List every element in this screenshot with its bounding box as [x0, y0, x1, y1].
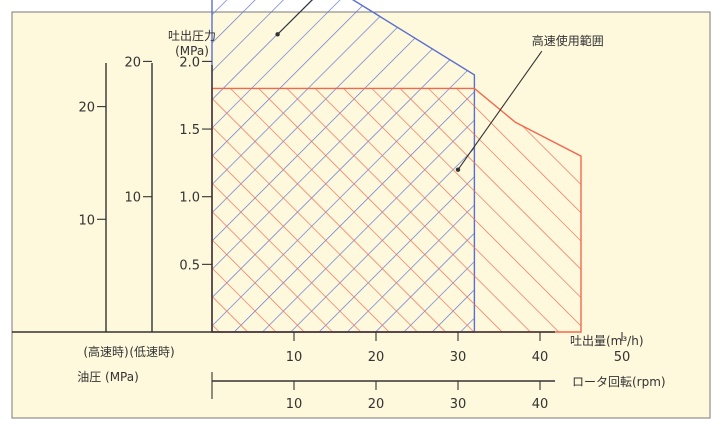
high-speed-oil-pressure-tick-label-30: 30	[78, 0, 95, 3]
pressure-tick-label-2: 2.0	[179, 55, 200, 70]
pressure-tick-label-0.5: 0.5	[179, 258, 200, 273]
low-speed-range-pointer	[277, 0, 313, 35]
low-speed-range-pointer-tip	[275, 32, 280, 37]
flow-tick-label-40: 40	[532, 350, 549, 365]
high-speed-range-label: 高速使用範囲	[532, 33, 604, 48]
rotor-tick-label-10: 10	[286, 397, 303, 412]
low-speed-oil-pressure-axis-label: (低速時)	[129, 345, 174, 359]
oil-pressure-title: 油圧 (MPa)	[77, 370, 139, 384]
flow-tick-label-50: 50	[614, 350, 631, 365]
pressure-tick-label-1.5: 1.5	[179, 123, 200, 138]
pressure-tick-label-1: 1.0	[179, 191, 200, 206]
rotor-tick-label-40: 40	[532, 397, 549, 412]
rotor-tick-label-30: 30	[450, 397, 467, 412]
low-speed-oil-pressure-tick-label-10: 10	[124, 191, 141, 206]
rotor-axis-label: ロータ回転(rpm)	[572, 375, 666, 389]
high-speed-oil-pressure-axis-label: (高速時)	[83, 344, 128, 359]
rotor-tick-label-20: 20	[368, 397, 385, 412]
flow-tick-label-30: 30	[450, 350, 467, 365]
high-speed-range-pointer-tip	[455, 167, 461, 172]
pressure-axis-label: 吐出圧力	[168, 29, 216, 43]
flow-axis-label: 吐出量(m³/h)	[570, 334, 644, 348]
low-speed-oil-pressure-tick-label-20: 20	[124, 55, 141, 70]
flow-tick-label-20: 20	[368, 350, 385, 365]
high-speed-range-pointer	[457, 50, 543, 170]
pressure-tick-label-2.5: 2.5	[179, 0, 200, 3]
high-speed-oil-pressure-tick-label-10: 10	[78, 213, 95, 228]
high-speed-oil-pressure-tick-label-20: 20	[78, 101, 95, 116]
flow-tick-label-10: 10	[286, 350, 303, 365]
pressure-axis-unit: (MPa)	[175, 44, 209, 58]
